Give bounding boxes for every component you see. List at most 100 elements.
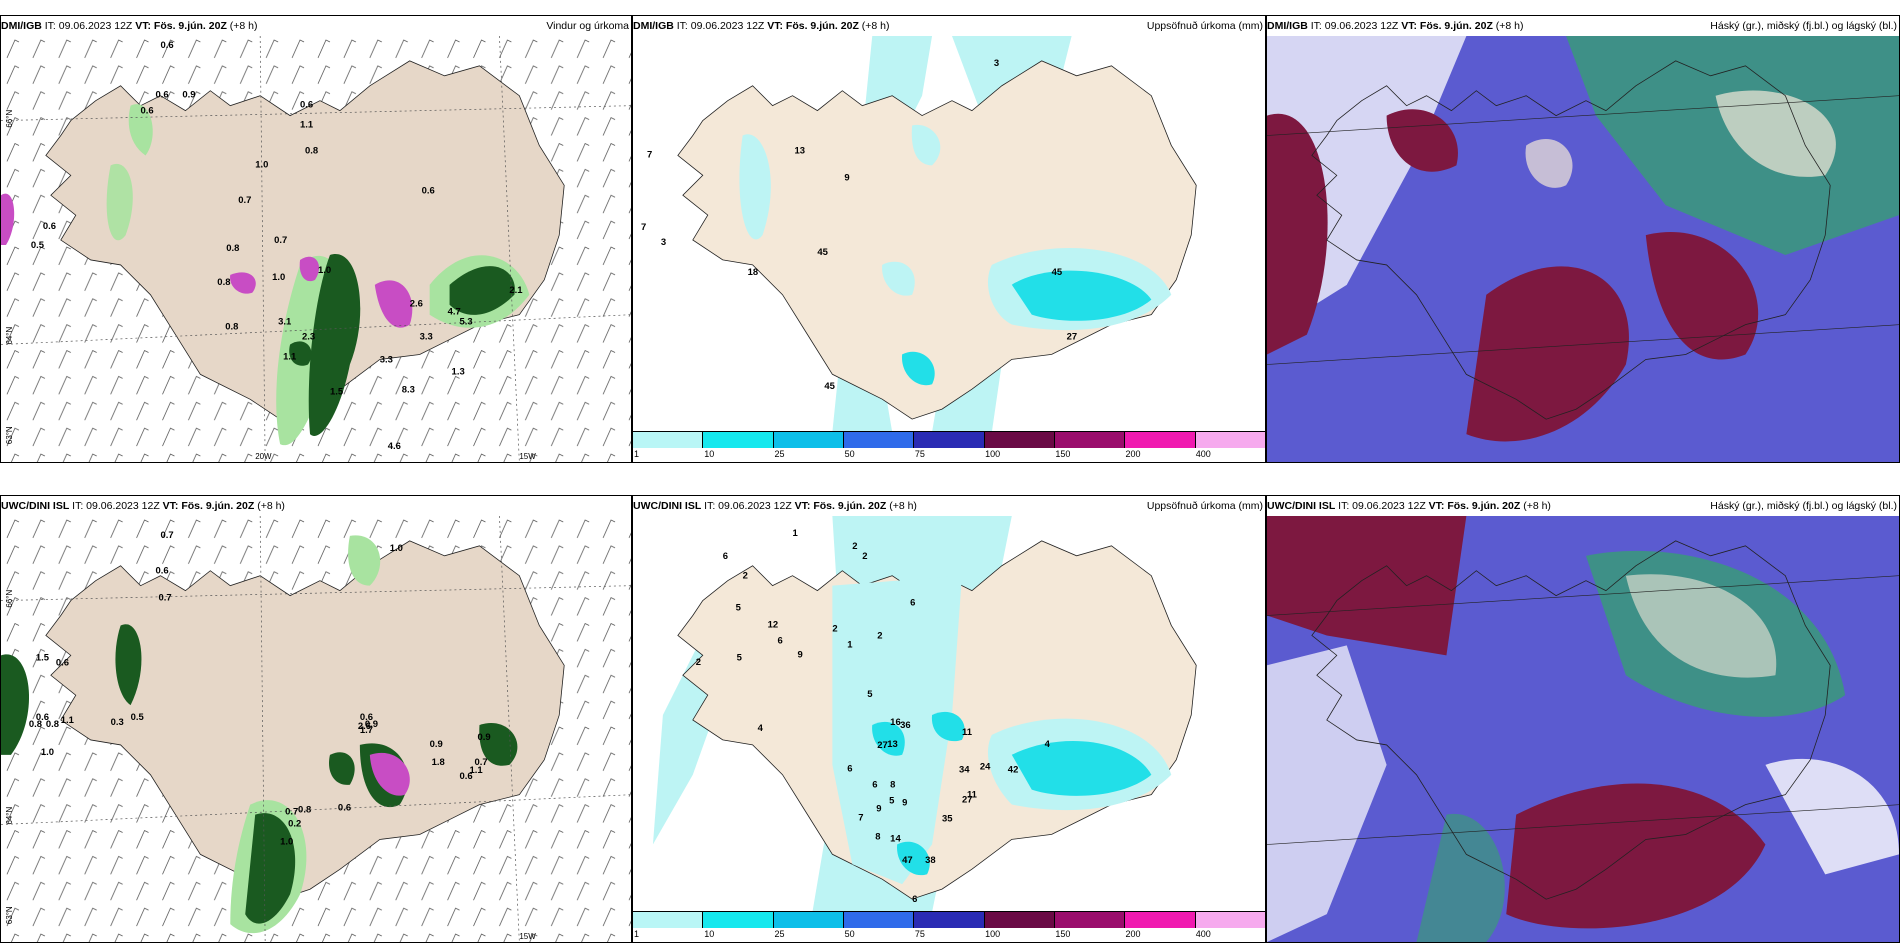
colorbar-swatch: [1054, 432, 1126, 448]
model-name: DMI/IGB: [1, 20, 42, 32]
init-time: IT: 09.06.2023 12Z: [72, 500, 160, 512]
lead-time: (+8 h): [229, 20, 258, 32]
colorbar-tick: 25: [774, 929, 785, 939]
value-label: 2: [877, 630, 882, 641]
lon-label: 20W: [255, 452, 272, 461]
map-wind-precip-uwc: 66°N 64°N 63°N 15W 0.7 1.0 0.6 0.7 0.6 1.5 0.6…: [1, 516, 631, 942]
value-label: 5: [867, 689, 872, 700]
value-label: 0.9: [430, 739, 443, 750]
value-label: 0.6: [141, 106, 154, 117]
value-label: 0.7: [238, 195, 251, 206]
value-label: 14: [890, 833, 901, 844]
clouds-panel-dmi: DMI/IGB IT: 09.06.2023 12Z VT: Fös. 9.jú…: [1266, 15, 1900, 463]
colorbar-tick: 50: [844, 929, 855, 939]
valid-time: VT: Fös. 9.jún. 20Z: [1428, 500, 1521, 512]
colorbar-tick: 150: [1055, 449, 1071, 459]
value-label: 0.7: [285, 807, 298, 818]
value-label: 0.6: [43, 221, 56, 232]
value-label: 2: [862, 551, 867, 562]
value-label: 0.7: [159, 593, 172, 604]
colorbar-tick: 1: [634, 449, 640, 459]
value-label: 3.3: [380, 354, 393, 365]
colorbar-swatch: [843, 912, 915, 928]
value-label: 6: [847, 764, 852, 775]
value-label: 2: [832, 623, 837, 634]
value-label: 9: [797, 649, 802, 660]
value-label: 2.1: [509, 285, 522, 296]
lat-label: 64°N: [5, 807, 14, 825]
valid-time: VT: Fös. 9.jún. 20Z: [794, 500, 887, 512]
value-label: 4.6: [388, 441, 401, 452]
value-label: 45: [824, 381, 835, 392]
colorbar-swatch: [843, 432, 915, 448]
precip-value-labels: 0.71.00.60.70.61.50.60.8 1.1 0.3 0.51.00.80…: [29, 530, 491, 848]
colorbar-swatch: [703, 912, 774, 928]
colorbar-tick: 400: [1195, 449, 1211, 459]
value-label: 0.7: [274, 235, 287, 246]
model-name: UWC/DINI ISL: [1267, 500, 1336, 512]
model-name: UWC/DINI ISL: [633, 500, 702, 512]
map-clouds-uwc: [1267, 516, 1899, 942]
value-label: 0.9: [182, 90, 195, 101]
value-label: 11: [967, 790, 977, 801]
map-wind-precip-dmi: 66°N 64°N 63°N 20W 15W 0.6 0.6 0.9 0.6 0.6 0.…: [1, 36, 631, 462]
precip-colorbar: 1 10 25 50 75 100 150 200 400: [633, 431, 1265, 462]
colorbar-tick: 150: [1055, 929, 1071, 939]
value-label: 4: [1045, 739, 1051, 750]
value-label: 1.1: [61, 715, 74, 726]
value-label: 8.3: [402, 384, 415, 395]
map-clouds-dmi: [1267, 36, 1899, 462]
value-label: 0.8: [217, 277, 230, 288]
value-label: 0.6: [422, 185, 435, 196]
model-name: DMI/IGB: [1267, 20, 1308, 32]
colorbar-tick: 400: [1195, 929, 1211, 939]
value-label: 7: [641, 222, 646, 233]
value-label: 7: [858, 812, 863, 823]
lat-label: 66°N: [5, 590, 14, 608]
value-label: 0.8: [46, 719, 59, 730]
value-label: 0.7: [160, 530, 173, 541]
colorbar-tick: 50: [844, 449, 855, 459]
value-label: 1.3: [452, 366, 465, 377]
value-label: 0.6: [36, 712, 49, 723]
valid-time: VT: Fös. 9.jún. 20Z: [767, 20, 859, 32]
value-label: 27: [877, 740, 888, 751]
variable-name: Vindur og úrkoma: [546, 20, 629, 32]
colorbar-swatch: [914, 432, 985, 448]
value-label: 47: [902, 855, 913, 866]
value-label: 8: [875, 831, 880, 842]
colorbar-swatch: [1125, 912, 1196, 928]
value-label: 1.0: [280, 836, 293, 847]
variable-name: Uppsöfnuð úrkoma (mm): [1146, 500, 1263, 512]
colorbar-swatch: [633, 432, 704, 448]
value-label: 11: [962, 727, 972, 738]
value-label: 0.8: [305, 145, 318, 156]
value-label: 16: [890, 717, 901, 728]
value-label: 2.3: [302, 332, 315, 343]
colorbar-tick: 75: [914, 929, 925, 939]
value-label: 1.0: [41, 747, 54, 758]
panel-title: DMI/IGB IT: 09.06.2023 12Z VT: Fös. 9.jú…: [633, 16, 890, 36]
value-label: 8: [890, 780, 895, 791]
value-label: 0.5: [131, 712, 144, 723]
colorbar-swatch: [773, 912, 844, 928]
colorbar-swatch: [914, 912, 985, 928]
panel-title: DMI/IGB IT: 09.06.2023 12Z VT: Fös. 9.jú…: [1267, 16, 1524, 36]
colorbar-tick: 100: [985, 449, 1001, 459]
value-label: 3: [661, 237, 666, 248]
value-label: 6: [910, 598, 915, 609]
valid-time: VT: Fös. 9.jún. 20Z: [1401, 20, 1493, 32]
lead-time: (+8 h): [257, 500, 285, 512]
accum-precip-panel-dmi: DMI/IGB IT: 09.06.2023 12Z VT: Fös. 9.jú…: [632, 15, 1266, 463]
value-label: 9: [902, 798, 907, 809]
colorbar-tick: 1: [634, 929, 640, 939]
value-label: 1.5: [36, 652, 49, 663]
value-label: 0.6: [460, 771, 473, 782]
value-label: 9: [876, 804, 881, 815]
value-label: 0.8: [225, 322, 238, 333]
colorbar-swatch: [1195, 912, 1265, 928]
value-label: 34: [959, 765, 970, 776]
map-accum-precip-uwc: 1 2 6 2 2 2 5 2 5 12 6 9 2 1 6 5 4 16 36 11 27 13 6 6 8 34 24 42 4 11…: [633, 516, 1265, 912]
value-label: 36: [900, 720, 911, 731]
